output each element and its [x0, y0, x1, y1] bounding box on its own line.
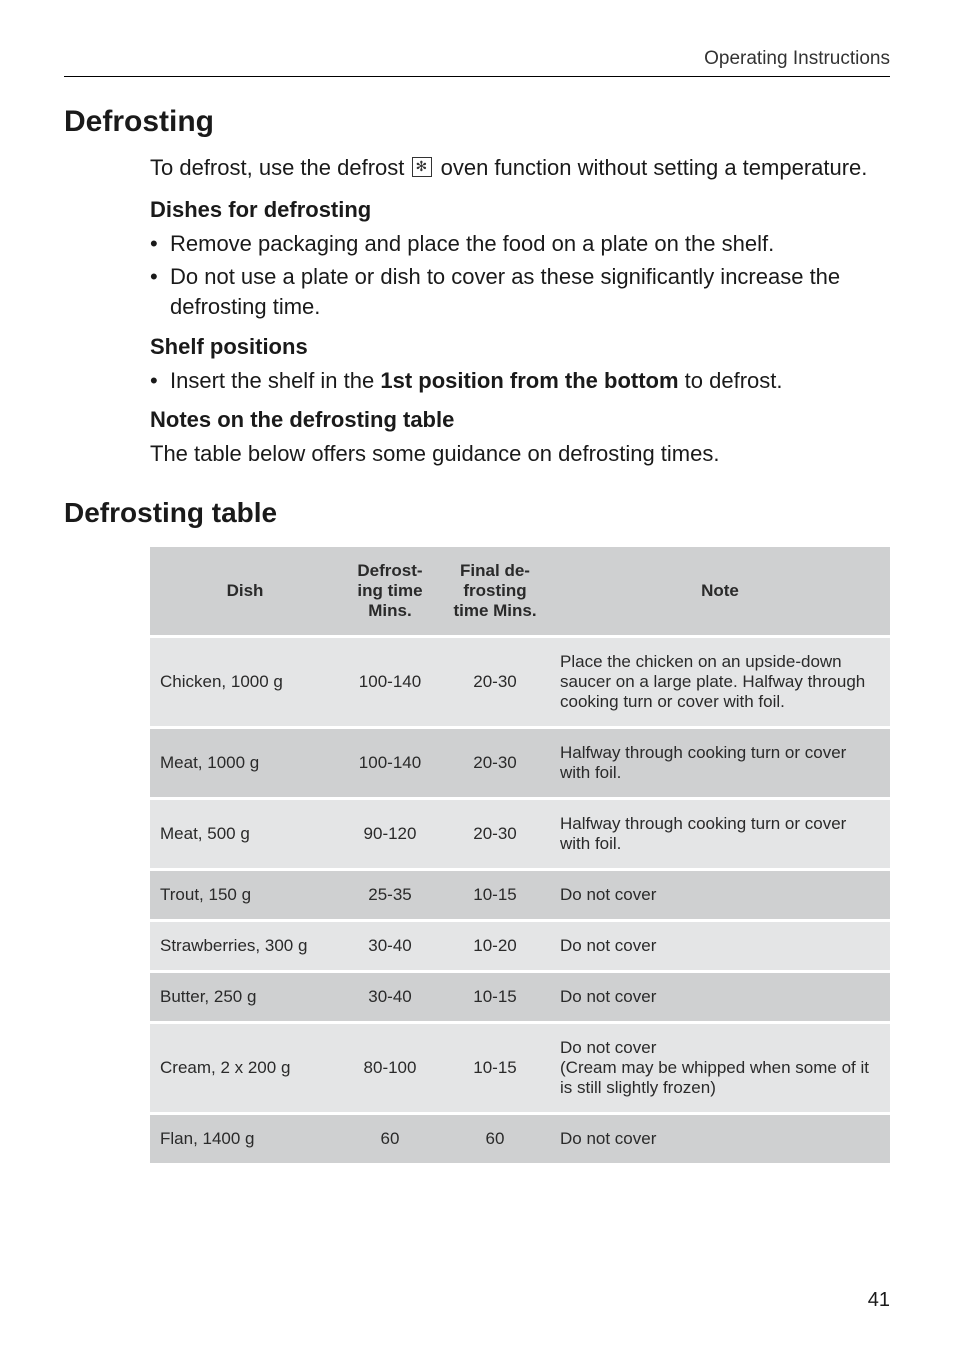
- cell-dish: Cream, 2 x 200 g: [150, 1023, 340, 1114]
- table-row: Trout, 150 g25-3510-15Do not cover: [150, 870, 890, 921]
- cell-time: 80-100: [340, 1023, 440, 1114]
- table-row: Meat, 1000 g100-14020-30Halfway through …: [150, 728, 890, 799]
- notes-text: The table below offers some guidance on …: [150, 439, 890, 469]
- page-header: Operating Instructions: [64, 48, 890, 77]
- dishes-heading: Dishes for defrosting: [150, 197, 890, 223]
- page-title: Defrosting: [64, 105, 890, 139]
- table-body: Chicken, 1000 g100-14020-30Place the chi…: [150, 637, 890, 1165]
- table-row: Meat, 500 g90-12020-30Halfway through co…: [150, 799, 890, 870]
- cell-time: 60: [340, 1114, 440, 1165]
- cell-dish: Strawberries, 300 g: [150, 921, 340, 972]
- cell-final: 10-15: [440, 972, 550, 1023]
- intro-pre: To defrost, use the defrost: [150, 155, 410, 180]
- col-time-l2: ing time: [357, 581, 422, 600]
- cell-note: Do not cover: [550, 870, 890, 921]
- cell-note: Place the chicken on an upside-down sauc…: [550, 637, 890, 728]
- cell-final: 20-30: [440, 799, 550, 870]
- table-row: Flan, 1400 g6060Do not cover: [150, 1114, 890, 1165]
- col-final-l2: frosting: [463, 581, 526, 600]
- col-defrost-time: Defrost- ing time Mins.: [340, 547, 440, 637]
- col-dish: Dish: [150, 547, 340, 637]
- cell-dish: Trout, 150 g: [150, 870, 340, 921]
- shelf-bold: 1st position from the bottom: [380, 368, 678, 393]
- cell-note: Do not cover: [550, 1114, 890, 1165]
- shelf-heading: Shelf positions: [150, 334, 890, 360]
- table-row: Cream, 2 x 200 g80-10010-15Do not cover …: [150, 1023, 890, 1114]
- cell-dish: Flan, 1400 g: [150, 1114, 340, 1165]
- table-header-row: Dish Defrost- ing time Mins. Final de- f…: [150, 547, 890, 637]
- col-note: Note: [550, 547, 890, 637]
- notes-heading: Notes on the defrosting table: [150, 407, 890, 433]
- table-row: Butter, 250 g30-4010-15Do not cover: [150, 972, 890, 1023]
- col-final-l1: Final de-: [460, 561, 530, 580]
- table-heading: Defrosting table: [64, 497, 890, 529]
- defrost-icon: [412, 157, 432, 177]
- cell-note: Do not cover: [550, 972, 890, 1023]
- body-content: To defrost, use the defrost oven functio…: [64, 153, 890, 469]
- table-row: Chicken, 1000 g100-14020-30Place the chi…: [150, 637, 890, 728]
- list-item: Insert the shelf in the 1st position fro…: [150, 366, 890, 396]
- list-item: Remove packaging and place the food on a…: [150, 229, 890, 259]
- cell-time: 100-140: [340, 728, 440, 799]
- cell-final: 10-20: [440, 921, 550, 972]
- shelf-list: Insert the shelf in the 1st position fro…: [150, 366, 890, 396]
- table-wrapper: Dish Defrost- ing time Mins. Final de- f…: [64, 547, 890, 1166]
- intro-post: oven function without setting a temperat…: [434, 155, 867, 180]
- col-final-time: Final de- frosting time Mins.: [440, 547, 550, 637]
- col-final-l3: time Mins.: [453, 601, 536, 620]
- cell-final: 20-30: [440, 637, 550, 728]
- cell-dish: Meat, 1000 g: [150, 728, 340, 799]
- cell-note: Do not cover (Cream may be whipped when …: [550, 1023, 890, 1114]
- col-time-l1: Defrost-: [357, 561, 422, 580]
- cell-time: 30-40: [340, 972, 440, 1023]
- cell-final: 20-30: [440, 728, 550, 799]
- cell-time: 25-35: [340, 870, 440, 921]
- cell-final: 10-15: [440, 1023, 550, 1114]
- cell-dish: Chicken, 1000 g: [150, 637, 340, 728]
- section-label: Operating Instructions: [704, 48, 890, 69]
- cell-note: Halfway through cooking turn or cover wi…: [550, 799, 890, 870]
- cell-final: 60: [440, 1114, 550, 1165]
- cell-final: 10-15: [440, 870, 550, 921]
- cell-time: 30-40: [340, 921, 440, 972]
- cell-note: Do not cover: [550, 921, 890, 972]
- cell-note: Halfway through cooking turn or cover wi…: [550, 728, 890, 799]
- dishes-list: Remove packaging and place the food on a…: [150, 229, 890, 322]
- col-time-l3: Mins.: [368, 601, 411, 620]
- defrosting-table: Dish Defrost- ing time Mins. Final de- f…: [150, 547, 890, 1166]
- page-number: 41: [868, 1289, 890, 1312]
- cell-time: 100-140: [340, 637, 440, 728]
- shelf-post: to defrost.: [679, 368, 783, 393]
- cell-dish: Meat, 500 g: [150, 799, 340, 870]
- table-row: Strawberries, 300 g30-4010-20Do not cove…: [150, 921, 890, 972]
- shelf-pre: Insert the shelf in the: [170, 368, 380, 393]
- intro-paragraph: To defrost, use the defrost oven functio…: [150, 153, 890, 183]
- cell-time: 90-120: [340, 799, 440, 870]
- cell-dish: Butter, 250 g: [150, 972, 340, 1023]
- list-item: Do not use a plate or dish to cover as t…: [150, 262, 890, 321]
